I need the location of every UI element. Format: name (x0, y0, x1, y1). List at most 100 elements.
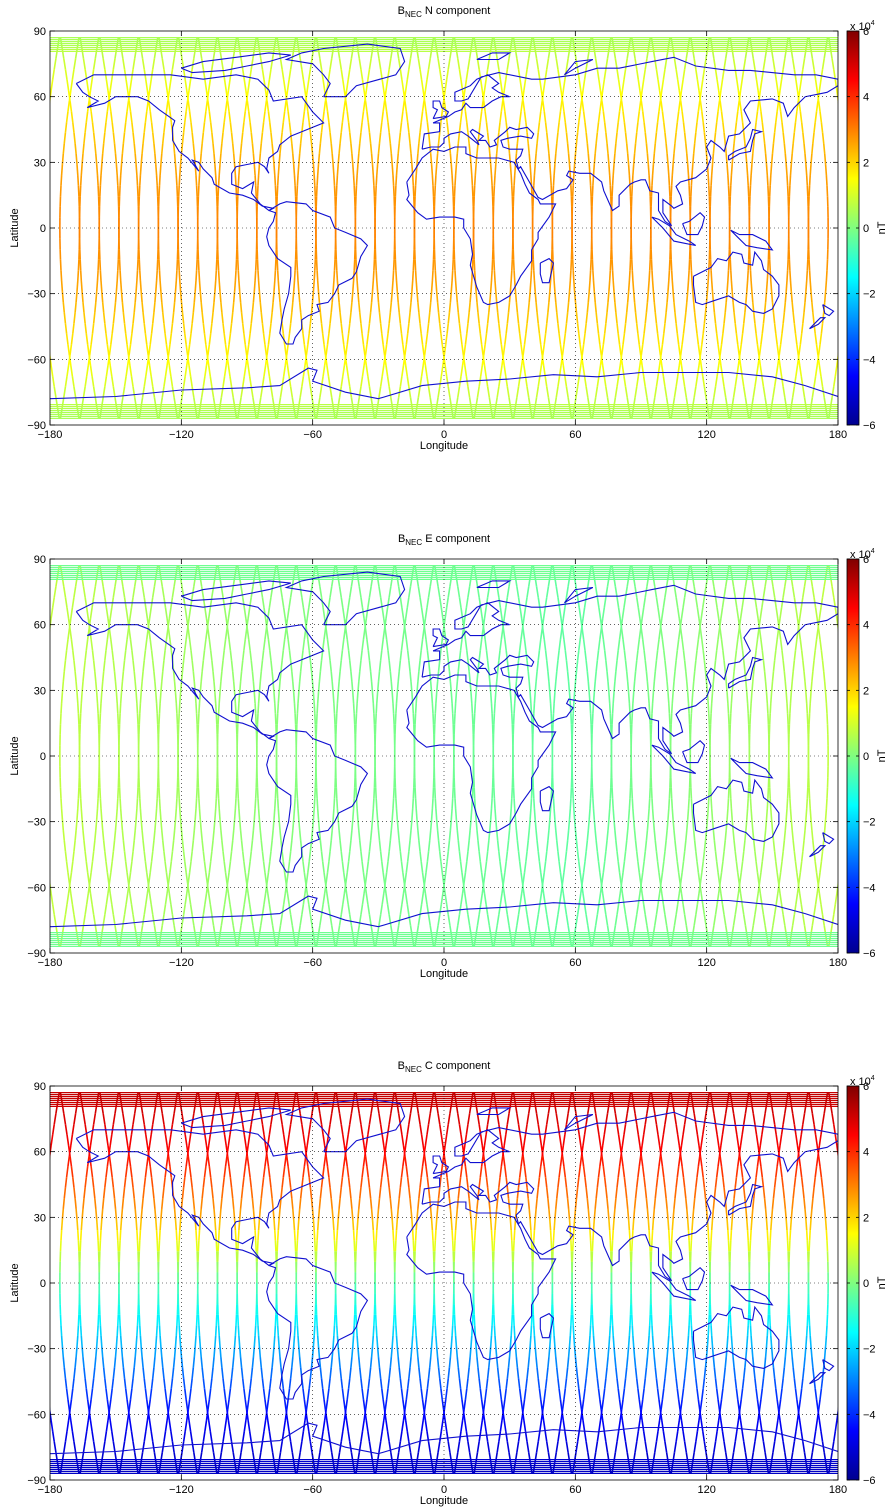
track-segment (289, 132, 293, 144)
track-segment (810, 291, 813, 303)
track-segment (179, 819, 183, 831)
track-segment (190, 323, 193, 334)
track-segment (45, 313, 46, 324)
track-segment (263, 607, 267, 619)
track-segment (408, 660, 411, 672)
track-segment (434, 175, 437, 186)
track-segment (406, 851, 410, 862)
track-segment (720, 333, 724, 345)
track-segment (319, 914, 323, 926)
track-segment (367, 69, 371, 81)
track-segment (623, 375, 627, 387)
track-segment (662, 375, 666, 387)
track-segment (527, 671, 531, 683)
track-segment (370, 153, 374, 165)
track-segment (549, 703, 553, 714)
track-segment (79, 175, 83, 186)
track-segment (811, 58, 815, 70)
track-segment (805, 175, 809, 186)
track-segment (476, 58, 480, 70)
track-segment (81, 681, 84, 693)
track-segment (65, 111, 69, 123)
track-segment (206, 354, 210, 366)
track-segment (149, 333, 153, 345)
track-segment (400, 861, 404, 873)
track-segment (537, 69, 541, 81)
track-segment (528, 291, 531, 303)
track-segment (727, 175, 730, 186)
track-segment (462, 618, 466, 630)
track-segment (108, 872, 112, 884)
track-segment (532, 703, 536, 714)
track-segment (631, 270, 634, 281)
track-segment (608, 808, 611, 820)
track-segment (377, 829, 381, 841)
track-segment (519, 365, 523, 377)
track-segment (643, 122, 647, 133)
track-segment (94, 671, 97, 683)
track-segment (766, 270, 769, 281)
track-segment (463, 344, 467, 356)
track-segment (793, 375, 797, 387)
track-segment (301, 903, 305, 915)
track-segment (383, 354, 387, 366)
track-segment (108, 344, 112, 356)
track-segment (159, 164, 162, 176)
track-segment (94, 829, 97, 841)
track-segment (243, 639, 247, 651)
track-segment (520, 872, 524, 884)
track-segment (184, 861, 187, 873)
track-segment (112, 386, 116, 398)
track-segment (693, 386, 697, 398)
track-segment (598, 607, 602, 619)
track-segment (352, 280, 355, 292)
track-segment (440, 893, 444, 905)
track-segment (791, 58, 796, 70)
track-segment (148, 100, 152, 112)
track-segment (70, 861, 74, 873)
track-segment (185, 100, 189, 112)
track-segment (125, 79, 129, 91)
track-segment (645, 143, 649, 155)
track-segment (217, 270, 221, 281)
track-segment (477, 312, 480, 324)
track-segment (299, 386, 303, 398)
track-segment (479, 893, 484, 905)
track-segment (308, 122, 312, 133)
track-segment (607, 153, 610, 165)
track-segment (555, 58, 559, 70)
track-segment (565, 58, 569, 70)
track-segment (312, 164, 315, 176)
track-segment (362, 344, 366, 356)
track-segment (345, 365, 349, 377)
track-segment (533, 280, 536, 292)
track-segment (327, 903, 331, 915)
track-segment (606, 301, 609, 313)
track-segment (50, 629, 51, 633)
track-segment (545, 58, 550, 70)
track-segment (504, 861, 507, 873)
track-segment (789, 175, 792, 186)
track-segment (277, 692, 280, 704)
track-segment (316, 703, 319, 714)
track-segment (186, 354, 190, 366)
track-segment (327, 375, 331, 387)
track-segment (792, 132, 796, 144)
track-segment (64, 375, 68, 387)
track-segment (246, 344, 250, 356)
track-segment (454, 280, 458, 292)
track-segment (794, 333, 798, 345)
track-segment (792, 312, 796, 324)
track-segment (280, 660, 283, 672)
track-segment (340, 122, 344, 133)
track-segment (404, 100, 408, 112)
track-segment (123, 903, 127, 915)
track-segment (496, 660, 500, 672)
track-segment (739, 100, 743, 112)
track-segment (326, 111, 330, 123)
track-segment (211, 132, 214, 144)
track-segment (238, 681, 242, 693)
track-segment (164, 861, 168, 873)
track-segment (686, 291, 689, 303)
track-segment (418, 312, 421, 324)
